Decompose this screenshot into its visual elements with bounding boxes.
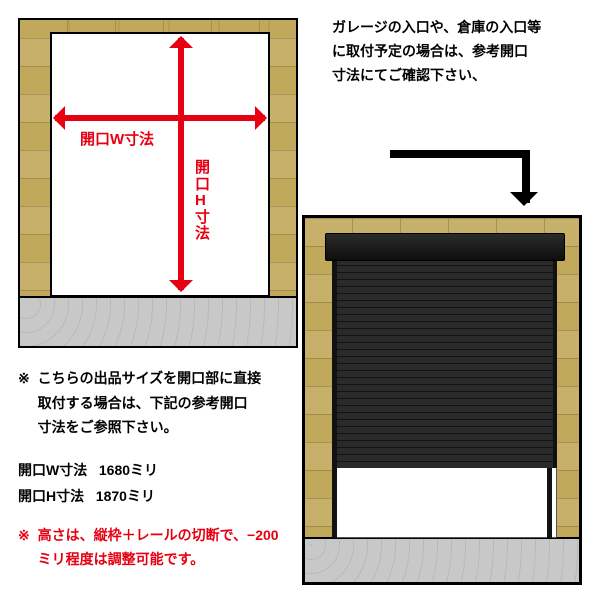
- dim-label: 開口H寸法: [18, 488, 84, 504]
- width-dim-label: 開口W寸法: [80, 128, 154, 149]
- dim-row: 開口H寸法 1870ミリ: [18, 484, 303, 509]
- dim-value: 1870ミリ: [96, 488, 155, 504]
- width-arrow-icon: [55, 115, 265, 121]
- floor: [20, 296, 296, 346]
- transform-arrow-icon: [390, 150, 530, 203]
- note-line: ガレージの入口や、倉庫の入口等: [332, 16, 582, 40]
- dim-row: 開口W寸法 1680ミリ: [18, 458, 303, 483]
- note-line: 寸法をご参照下さい。: [18, 415, 303, 440]
- opening: [50, 32, 270, 297]
- height-dim-label: 開口H寸法: [195, 160, 211, 243]
- dim-label: 開口W寸法: [18, 462, 87, 478]
- shutter-box: [325, 233, 565, 261]
- note-block: ※こちらの出品サイズを開口部に直接 取付する場合は、下記の参考開口 寸法をご参照…: [18, 366, 303, 440]
- floor: [305, 537, 579, 582]
- note-line: ミリ程度は調整可能です。: [18, 547, 303, 572]
- note-line: に取付予定の場合は、参考開口: [332, 40, 582, 64]
- right-wall: [302, 215, 582, 585]
- top-note: ガレージの入口や、倉庫の入口等 に取付予定の場合は、参考開口 寸法にてご確認下さ…: [332, 16, 582, 87]
- adjust-note: ※高さは、縦枠＋レールの切断で、−200 ミリ程度は調整可能です。: [18, 523, 303, 572]
- note-line: 寸法にてご確認下さい、: [332, 64, 582, 88]
- note-line: 取付する場合は、下記の参考開口: [18, 391, 303, 416]
- height-arrow-icon: [178, 38, 184, 290]
- shutter-slats: [333, 260, 557, 468]
- note-line: 高さは、縦枠＋レールの切断で、−200: [38, 527, 279, 543]
- left-wall: 開口W寸法 開口H寸法: [18, 18, 298, 348]
- note-line: こちらの出品サイズを開口部に直接: [38, 370, 262, 386]
- spec-text: ※こちらの出品サイズを開口部に直接 取付する場合は、下記の参考開口 寸法をご参照…: [18, 366, 303, 572]
- dim-value: 1680ミリ: [99, 462, 158, 478]
